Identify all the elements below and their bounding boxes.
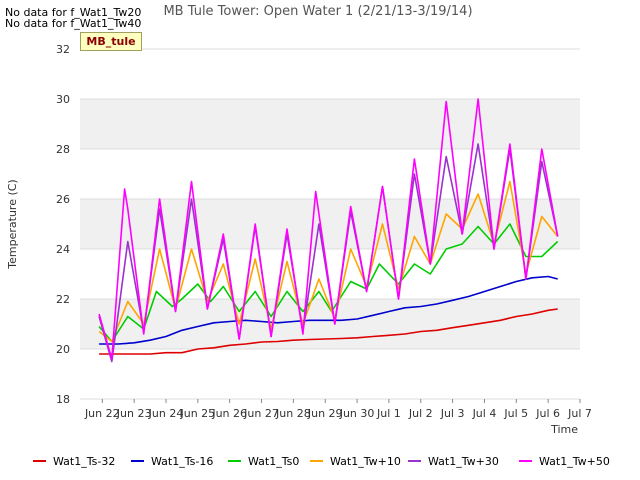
y-tick-label: 28 bbox=[56, 143, 70, 156]
y-tick-label: 26 bbox=[56, 193, 70, 206]
legend-label: Wat1_Tw+10 bbox=[330, 455, 401, 468]
y-axis-label: Temperature (C) bbox=[6, 179, 19, 269]
y-tick-label: 24 bbox=[56, 243, 70, 256]
legend-item: Wat1_Ts0 bbox=[228, 455, 299, 468]
legend-label: Wat1_Ts-16 bbox=[151, 455, 213, 468]
legend-label: Wat1_Tw+50 bbox=[539, 455, 610, 468]
x-tick-label: Jun 23 bbox=[116, 407, 152, 420]
legend-label: Wat1_Ts0 bbox=[248, 455, 299, 468]
series-line bbox=[98, 98, 559, 360]
x-tick-label: Jul 3 bbox=[440, 407, 465, 420]
y-tick-label: 32 bbox=[56, 43, 70, 56]
x-tick-label: Jun 25 bbox=[179, 407, 215, 420]
legend-item: Wat1_Tw+30 bbox=[408, 455, 499, 468]
x-tick-label: Jun 29 bbox=[307, 407, 343, 420]
x-tick-label: Jun 24 bbox=[148, 407, 184, 420]
legend-item: Wat1_Ts-32 bbox=[33, 455, 115, 468]
x-tick-label: Jun 27 bbox=[243, 407, 279, 420]
legend-item: Wat1_Tw+50 bbox=[519, 455, 610, 468]
series-line bbox=[99, 308, 558, 355]
legend: Wat1_Ts-32 Wat1_Ts-16 Wat1_Ts0 Wat1_Tw+10 Wa… bbox=[33, 455, 610, 468]
series-lines bbox=[98, 98, 559, 363]
x-tick-label: Jul 6 bbox=[535, 407, 560, 420]
x-tick-label: Jul 1 bbox=[376, 407, 401, 420]
x-tick-label: Jul 4 bbox=[472, 407, 497, 420]
legend-item: Wat1_Tw+10 bbox=[310, 455, 401, 468]
x-tick-label: Jul 5 bbox=[503, 407, 528, 420]
chart-title: MB Tule Tower: Open Water 1 (2/21/13-3/1… bbox=[163, 4, 472, 19]
y-tick-label: 18 bbox=[56, 393, 70, 406]
y-tick-label: 20 bbox=[56, 343, 70, 356]
band bbox=[80, 99, 580, 149]
x-tick-label: Jun 28 bbox=[275, 407, 311, 420]
no-data-note-1: No data for f_Wat1_Tw20 bbox=[5, 6, 142, 19]
site-badge: MB_tule bbox=[80, 32, 142, 51]
legend-item: Wat1_Ts-16 bbox=[131, 455, 213, 468]
y-tick-label: 22 bbox=[56, 293, 70, 306]
x-tick-label: Jun 22 bbox=[84, 407, 120, 420]
x-tick-label: Jun 30 bbox=[339, 407, 375, 420]
x-tick-label: Jun 26 bbox=[211, 407, 247, 420]
no-data-note-2: No data for f_Wat1_Tw40 bbox=[5, 17, 142, 30]
legend-label: Wat1_Tw+30 bbox=[428, 455, 499, 468]
y-tick-label: 30 bbox=[56, 93, 70, 106]
series-line bbox=[99, 275, 558, 345]
x-tick-label: Jul 2 bbox=[408, 407, 433, 420]
x-axis-label: Time bbox=[550, 423, 578, 436]
y-axis-ticks: 18 20 22 24 26 28 30 32 bbox=[56, 43, 70, 406]
x-tick-label: Jul 7 bbox=[567, 407, 592, 420]
legend-label: Wat1_Ts-32 bbox=[53, 455, 115, 468]
series-line bbox=[98, 223, 559, 343]
background-bands bbox=[80, 49, 580, 399]
